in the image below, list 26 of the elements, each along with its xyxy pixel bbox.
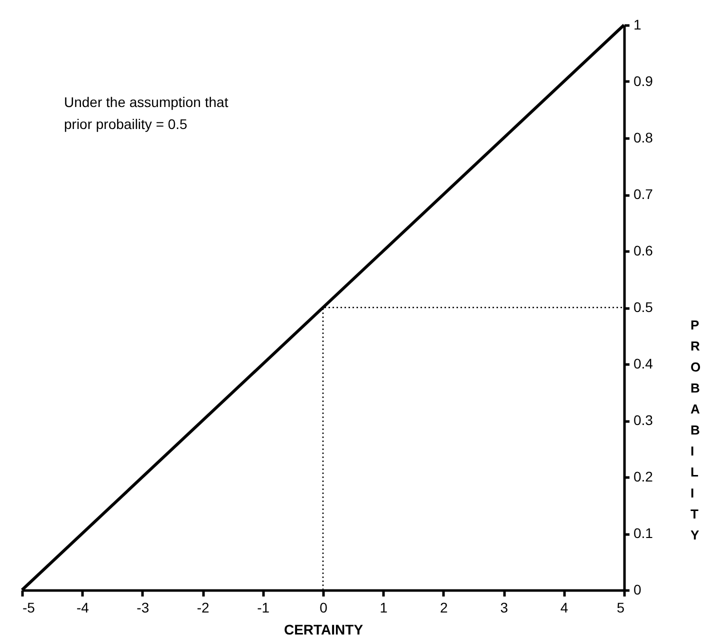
x-tick-label: 4 xyxy=(560,600,568,616)
x-tick-label: 2 xyxy=(440,600,448,616)
x-tick-label: -1 xyxy=(257,600,270,616)
y-tick-label: 0.5 xyxy=(634,299,654,315)
x-tick-label: -5 xyxy=(22,600,36,616)
y-tick-label: 0.4 xyxy=(634,356,654,372)
x-tick-label: 1 xyxy=(380,600,388,616)
y-tick-label: 0.6 xyxy=(634,242,654,258)
x-tick-label: -3 xyxy=(136,600,150,616)
y-tick-label: 0.7 xyxy=(634,186,654,202)
y-tick-label: 0.9 xyxy=(634,73,654,89)
x-tick-label: 3 xyxy=(500,600,508,616)
x-tick-label: 5 xyxy=(616,600,625,616)
y-tick-label: 0.8 xyxy=(634,130,654,146)
y-tick-label: 0.1 xyxy=(634,525,654,541)
x-tick-label: -2 xyxy=(196,600,210,616)
y-tick-label: 0.3 xyxy=(634,412,654,428)
y-tick-label: 1 xyxy=(634,16,642,32)
y-tick-label: 0.2 xyxy=(634,468,654,484)
x-tick-label: -4 xyxy=(76,600,90,616)
x-axis-title: CERTAINTY xyxy=(284,622,364,638)
annotation: prior probaility = 0.5 xyxy=(64,116,188,132)
y-tick-label: 0 xyxy=(634,582,642,598)
text: PROBABILITY xyxy=(690,318,701,542)
x-tick-label: 0 xyxy=(320,600,328,616)
annotation: Under the assumption that xyxy=(64,94,228,110)
